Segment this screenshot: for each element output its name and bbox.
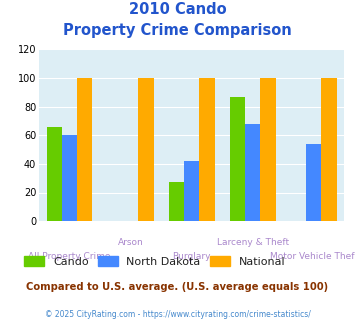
Legend: Cando, North Dakota, National: Cando, North Dakota, National: [20, 251, 290, 271]
Bar: [200, 78, 214, 221]
Bar: [245, 124, 261, 221]
Text: All Property Crime: All Property Crime: [28, 252, 111, 261]
Bar: [169, 182, 184, 221]
Bar: [230, 97, 245, 221]
Bar: [261, 78, 275, 221]
Text: Larceny & Theft: Larceny & Theft: [217, 238, 289, 247]
Bar: [138, 78, 153, 221]
Text: Compared to U.S. average. (U.S. average equals 100): Compared to U.S. average. (U.S. average …: [26, 282, 329, 292]
Text: Arson: Arson: [118, 238, 143, 247]
Text: Motor Vehicle Theft: Motor Vehicle Theft: [270, 252, 355, 261]
Bar: [184, 161, 200, 221]
Bar: [62, 135, 77, 221]
Text: Burglary: Burglary: [173, 252, 211, 261]
Bar: [47, 127, 62, 221]
Text: Property Crime Comparison: Property Crime Comparison: [63, 23, 292, 38]
Bar: [322, 78, 337, 221]
Bar: [77, 78, 92, 221]
Bar: [306, 144, 322, 221]
Text: 2010 Cando: 2010 Cando: [129, 2, 226, 16]
Text: © 2025 CityRating.com - https://www.cityrating.com/crime-statistics/: © 2025 CityRating.com - https://www.city…: [45, 310, 310, 318]
